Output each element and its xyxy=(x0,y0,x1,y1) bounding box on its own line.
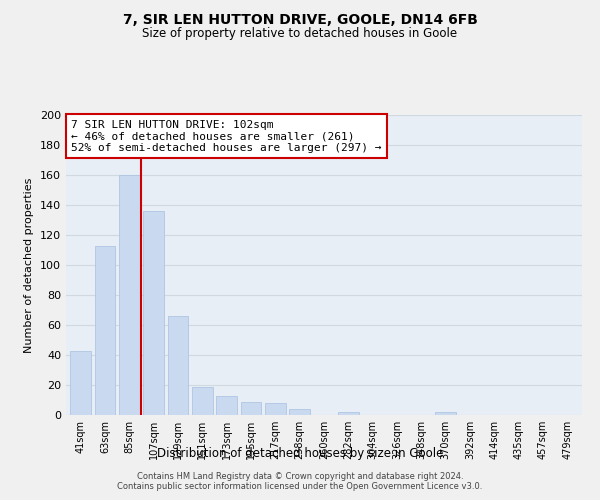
Bar xyxy=(216,396,237,415)
Text: Contains HM Land Registry data © Crown copyright and database right 2024.: Contains HM Land Registry data © Crown c… xyxy=(137,472,463,481)
Text: Size of property relative to detached houses in Goole: Size of property relative to detached ho… xyxy=(142,28,458,40)
Text: 7 SIR LEN HUTTON DRIVE: 102sqm
← 46% of detached houses are smaller (261)
52% of: 7 SIR LEN HUTTON DRIVE: 102sqm ← 46% of … xyxy=(71,120,382,152)
Text: Contains public sector information licensed under the Open Government Licence v3: Contains public sector information licen… xyxy=(118,482,482,491)
Bar xyxy=(70,350,91,415)
Bar xyxy=(338,412,359,415)
Bar xyxy=(95,246,115,415)
Bar xyxy=(241,402,262,415)
Bar xyxy=(436,412,456,415)
Y-axis label: Number of detached properties: Number of detached properties xyxy=(25,178,34,352)
Bar xyxy=(265,403,286,415)
Text: Distribution of detached houses by size in Goole: Distribution of detached houses by size … xyxy=(157,448,443,460)
Text: 7, SIR LEN HUTTON DRIVE, GOOLE, DN14 6FB: 7, SIR LEN HUTTON DRIVE, GOOLE, DN14 6FB xyxy=(122,12,478,26)
Bar xyxy=(289,409,310,415)
Bar xyxy=(119,175,140,415)
Bar xyxy=(167,316,188,415)
Bar xyxy=(143,211,164,415)
Bar xyxy=(192,386,212,415)
